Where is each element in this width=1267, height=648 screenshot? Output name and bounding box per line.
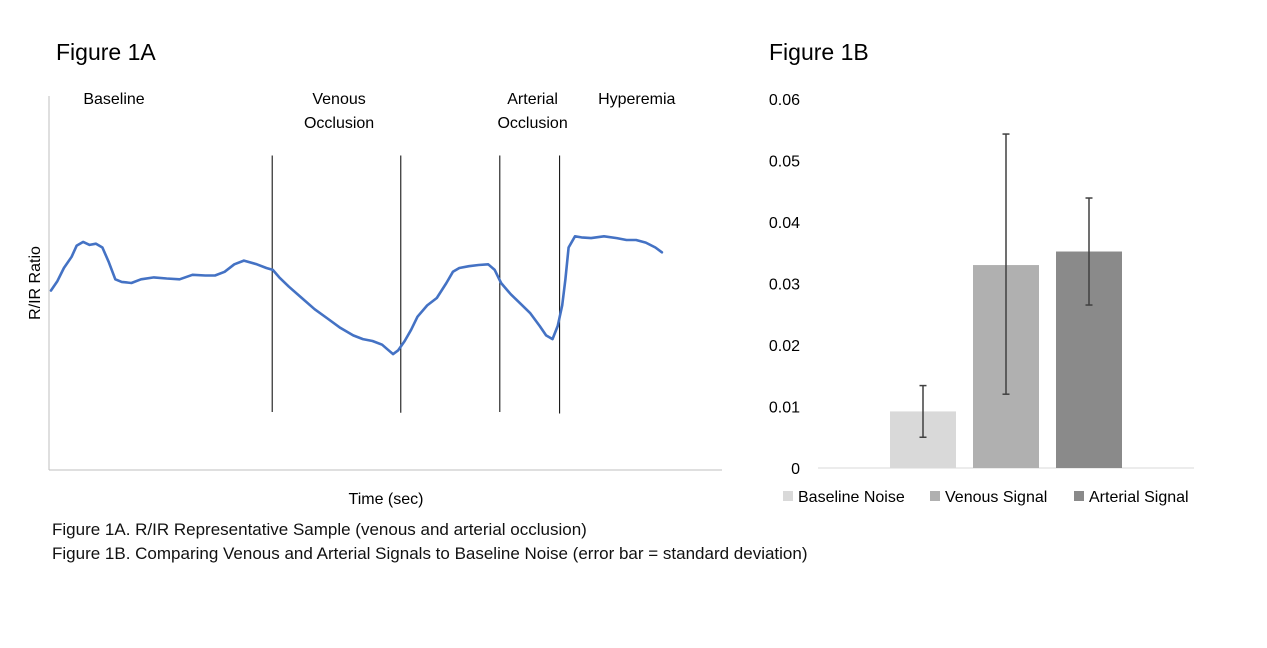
fig1a-phase-label-line: Venous xyxy=(312,91,365,108)
fig1b-legend-label: Venous Signal xyxy=(945,489,1047,506)
fig1a-y-axis-label: R/IR Ratio xyxy=(27,246,44,320)
fig1a-phase-label: Hyperemia xyxy=(598,91,675,108)
fig1b-legend: Baseline Noise Venous Signal Arterial Sign… xyxy=(783,489,1189,506)
fig1a-phase-label-line: Occlusion xyxy=(497,115,567,132)
fig1a-series-line xyxy=(49,235,664,356)
fig1b-legend-label: Arterial Signal xyxy=(1089,489,1189,506)
fig1b-legend-swatch xyxy=(783,491,793,501)
fig1b-title: Figure 1B xyxy=(769,39,869,65)
fig1b-y-tick-label: 0 xyxy=(791,461,800,478)
fig1b-y-tick-label: 0.05 xyxy=(769,154,800,171)
fig1a-phase-label-line: Baseline xyxy=(83,91,144,108)
fig1b-caption: Figure 1B. Comparing Venous and Arterial… xyxy=(52,544,808,563)
fig1a-phase-label: Arterial Occlusion xyxy=(497,91,567,132)
fig1b-y-tick-label: 0.04 xyxy=(769,215,800,232)
fig1b-error-bars xyxy=(919,133,1093,438)
fig1b-chart: Figure 1B 0 0.01 0.02 0.03 0.04 0.05 0.06 Base… xyxy=(769,39,1194,506)
fig1a-phase-label-line: Arterial xyxy=(507,91,558,108)
fig1a-phase-label-line: Hyperemia xyxy=(598,91,675,108)
fig1b-legend-label: Baseline Noise xyxy=(798,489,905,506)
fig1b-y-tick-label: 0.02 xyxy=(769,338,800,355)
fig1b-y-tick-label: 0.06 xyxy=(769,92,800,109)
fig1b-y-tick-label: 0.03 xyxy=(769,277,800,294)
fig1a-phase-label: Venous Occlusion xyxy=(304,91,374,132)
fig1a-phase-label: Baseline xyxy=(83,91,144,108)
fig1a-x-axis-label: Time (sec) xyxy=(349,491,424,508)
fig1a-phase-label-line: Occlusion xyxy=(304,115,374,132)
fig1a-chart: Figure 1A R/IR Ratio Time (sec) Baseline… xyxy=(27,39,722,508)
fig1a-title: Figure 1A xyxy=(56,39,156,65)
fig1a-caption: Figure 1A. R/IR Representative Sample (v… xyxy=(52,520,587,539)
fig1a-dividers xyxy=(271,155,561,414)
fig1b-legend-swatch xyxy=(1074,491,1084,501)
fig1a-phase-labels: Baseline Venous Occlusion Arterial Occlusion… xyxy=(83,91,675,132)
fig1b-legend-swatch xyxy=(930,491,940,501)
fig1b-y-tick-label: 0.01 xyxy=(769,400,800,417)
fig1b-y-tick-labels: 0 0.01 0.02 0.03 0.04 0.05 0.06 xyxy=(769,92,800,478)
